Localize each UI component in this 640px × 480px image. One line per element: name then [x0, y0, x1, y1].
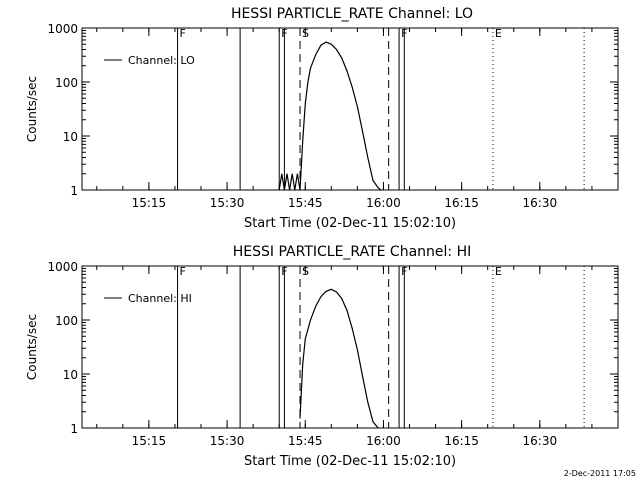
event-marker-label: E	[495, 27, 502, 40]
chart-title: HESSI PARTICLE_RATE Channel: LO	[231, 6, 473, 22]
legend: Channel: LO	[104, 54, 195, 67]
x-axis-label: Start Time (02-Dec-11 15:02:10)	[244, 216, 456, 231]
x-tick-label: 15:30	[210, 196, 245, 210]
event-marker-label: E	[495, 265, 502, 278]
x-tick-label: 16:00	[366, 434, 401, 448]
y-axis-label: Counts/sec	[25, 314, 39, 380]
event-marker-label: F	[180, 265, 186, 278]
x-tick-label: 16:15	[444, 434, 479, 448]
series-line	[299, 288, 379, 429]
x-tick-label: 16:30	[523, 434, 558, 448]
y-tick-label: 100	[55, 76, 78, 90]
plot-frame	[81, 27, 619, 191]
event-marker-label: S	[302, 265, 309, 278]
legend-label: Channel: LO	[128, 54, 195, 67]
series-line	[278, 41, 382, 191]
y-tick-label: 10	[63, 368, 78, 382]
chart-panel-lo: HESSI PARTICLE_RATE Channel: LO Counts/s…	[25, 6, 619, 231]
x-tick-label: 16:30	[523, 196, 558, 210]
y-tick-label: 1	[70, 422, 78, 436]
y-axis-label: Counts/sec	[25, 76, 39, 142]
x-tick-label: 15:45	[288, 434, 323, 448]
y-tick-label: 10	[63, 130, 78, 144]
legend-label: Channel: HI	[128, 292, 192, 305]
x-tick-label: 16:15	[444, 196, 479, 210]
event-marker-label: F	[180, 27, 186, 40]
chart-panel-hi: HESSI PARTICLE_RATE Channel: HI Counts/s…	[25, 244, 619, 469]
legend: Channel: HI	[104, 292, 192, 305]
plot-frame	[81, 265, 619, 429]
x-tick-label: 15:15	[132, 434, 167, 448]
y-tick-label: 100	[55, 314, 78, 328]
footer-timestamp: 2-Dec-2011 17:05	[564, 469, 636, 478]
x-tick-label: 15:45	[288, 196, 323, 210]
y-tick-label: 1	[70, 184, 78, 198]
chart-title: HESSI PARTICLE_RATE Channel: HI	[233, 244, 471, 260]
x-tick-label: 15:15	[132, 196, 167, 210]
x-tick-label: 15:30	[210, 434, 245, 448]
y-tick-label: 1000	[47, 22, 78, 36]
x-tick-label: 16:00	[366, 196, 401, 210]
y-tick-label: 1000	[47, 260, 78, 274]
x-axis-label: Start Time (02-Dec-11 15:02:10)	[244, 454, 456, 469]
event-marker-label: S	[302, 27, 309, 40]
